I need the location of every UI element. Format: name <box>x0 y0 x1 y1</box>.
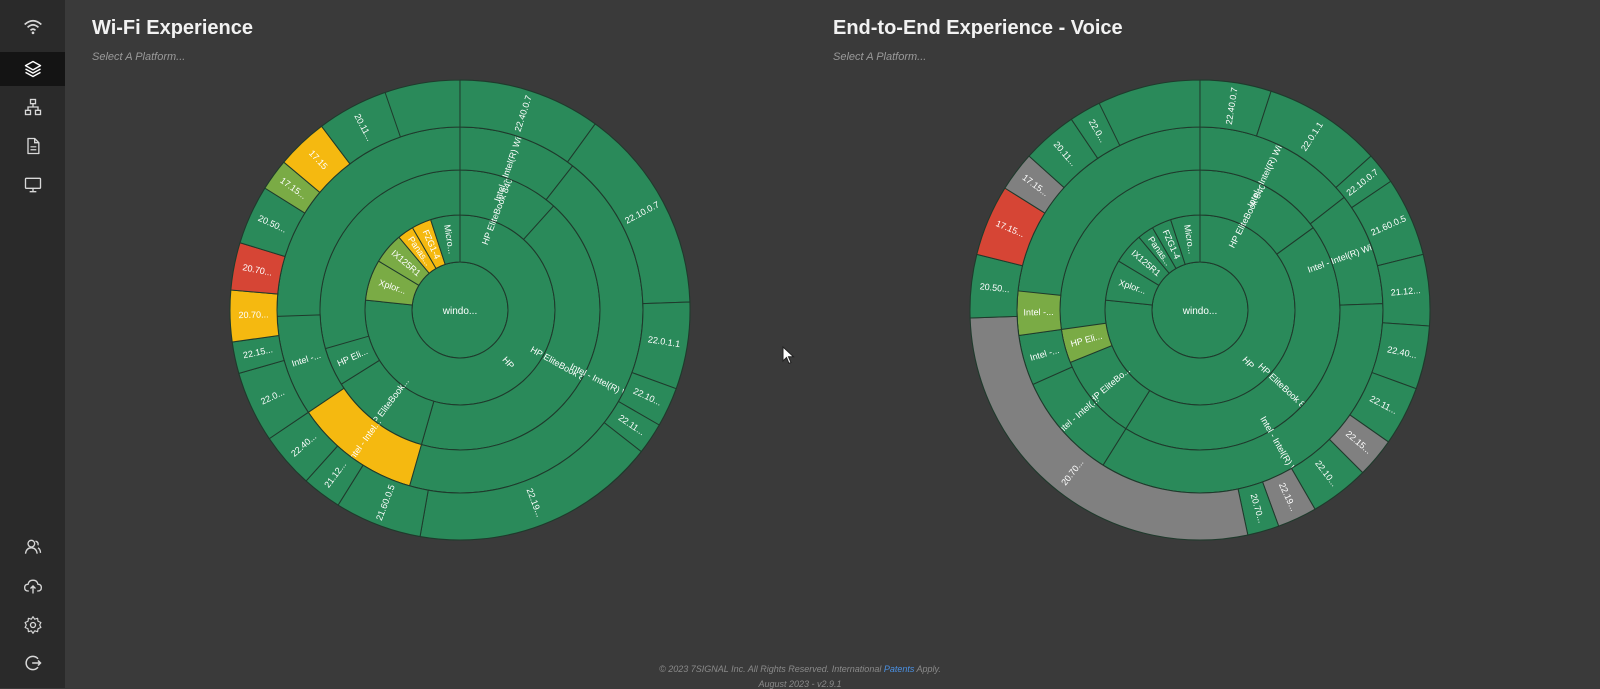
gear-icon <box>24 616 42 634</box>
sunburst-segment-label: 20.70... <box>238 309 268 320</box>
footer-patents-link[interactable]: Patents <box>883 664 915 674</box>
footer-patents-suffix: Apply. <box>916 664 941 674</box>
document-icon <box>26 137 39 155</box>
sunburst-segment[interactable] <box>1070 102 1121 159</box>
wifi-icon <box>23 19 42 35</box>
nav-reports[interactable] <box>0 129 65 163</box>
voice-experience-title: End-to-End Experience - Voice <box>833 17 1123 39</box>
nav-users[interactable] <box>0 530 65 564</box>
sidebar <box>0 0 65 688</box>
wifi-experience-title: Wi-Fi Experience <box>92 17 253 39</box>
logout-icon <box>24 655 42 671</box>
network-topology-icon <box>24 98 41 116</box>
wifi-platform-select[interactable]: Select A Platform... <box>92 51 186 63</box>
sunburst-segment-label: Micro... <box>442 224 456 255</box>
nav-upload[interactable] <box>0 569 65 603</box>
sunburst-center-label: windo... <box>442 306 477 317</box>
sunburst-center-label: windo... <box>1182 306 1217 317</box>
sunburst-segment-label: Intel -... <box>1023 307 1053 318</box>
voice-platform-select[interactable]: Select A Platform... <box>833 51 927 63</box>
footer-version: August 2023 - v2.9.1 <box>758 679 842 689</box>
cloud-upload-icon <box>23 579 42 594</box>
sunburst-segment-label: 20.50... <box>979 281 1010 294</box>
nav-monitor[interactable] <box>0 168 65 202</box>
nav-layers[interactable] <box>0 52 65 86</box>
sunburst-segment[interactable] <box>320 91 402 165</box>
nav-settings[interactable] <box>0 608 65 642</box>
nav-logout[interactable] <box>0 646 65 680</box>
nav-topology[interactable] <box>0 90 65 124</box>
footer-copyright-text: © 2023 7SIGNAL Inc. All Rights Reserved.… <box>659 664 882 674</box>
users-icon <box>24 539 41 554</box>
sunburst-segment-label: Micro... <box>1182 224 1196 255</box>
footer-copyright: © 2023 7SIGNAL Inc. All Rights Reserved.… <box>0 664 1600 674</box>
monitor-icon <box>24 177 41 193</box>
sunburst-segment-label: 21.12... <box>1390 285 1421 298</box>
layers-icon <box>24 60 41 78</box>
nav-wifi[interactable] <box>0 10 65 44</box>
mouse-cursor-icon <box>782 346 795 365</box>
